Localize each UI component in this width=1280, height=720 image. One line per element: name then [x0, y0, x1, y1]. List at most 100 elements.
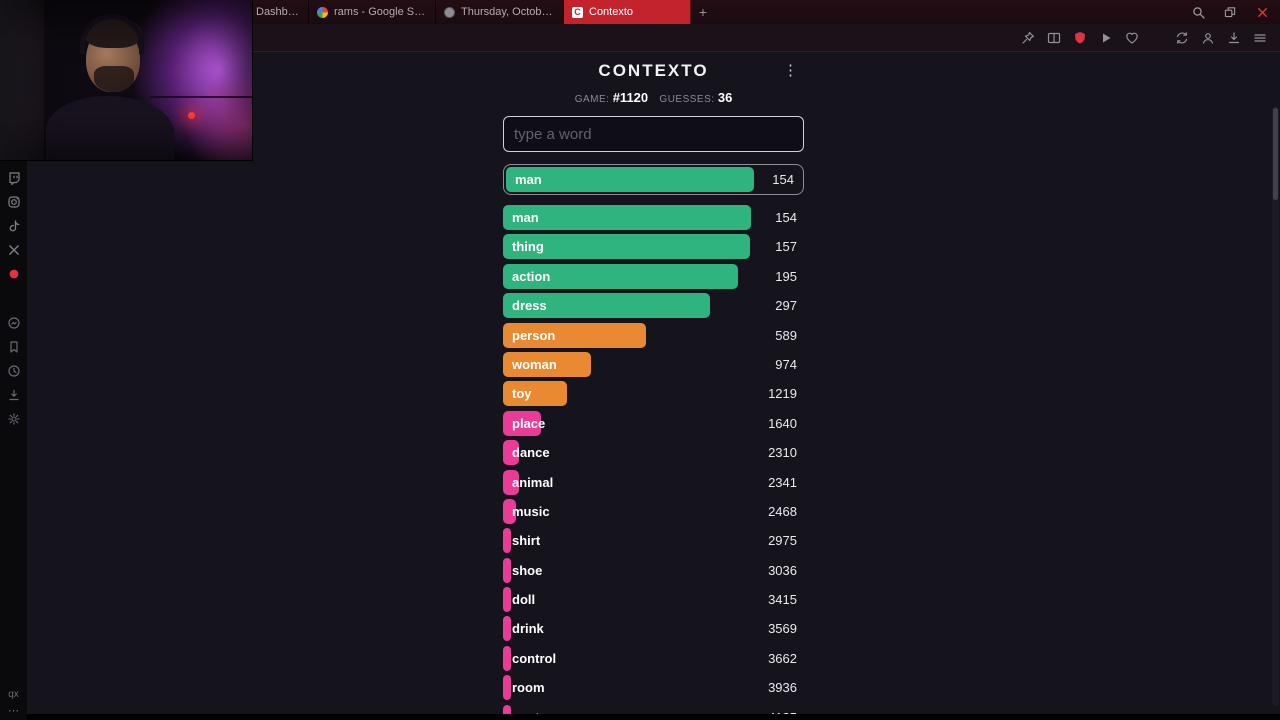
guess-bar: [503, 498, 516, 524]
guess-word: shoe: [512, 562, 543, 578]
page-content: CONTEXTO ⋮ GAME: #1120 GUESSES: 36 man 1…: [27, 52, 1280, 714]
download-icon[interactable]: [1226, 30, 1242, 46]
guess-word: thing: [512, 239, 544, 255]
tab-bar: Dashboard rams - Google Search Thursday,…: [252, 0, 1280, 24]
messenger-icon[interactable]: [6, 315, 21, 330]
twitch-icon[interactable]: [6, 170, 21, 185]
guess-bar: [503, 263, 738, 289]
downloads-icon[interactable]: [6, 387, 21, 402]
guess-word: control: [512, 650, 557, 666]
tab-date-page[interactable]: Thursday, October 2, 20: [436, 0, 564, 24]
guess-rank: 2341: [768, 474, 797, 490]
word-input[interactable]: [503, 116, 804, 152]
guess-row: shoe 3036: [503, 557, 804, 583]
guess-bar: [503, 704, 511, 714]
vignette: [0, 0, 252, 160]
guess-bar: [503, 440, 519, 466]
guess-rank: 1219: [768, 386, 797, 402]
guess-bar: [503, 587, 511, 613]
x-icon[interactable]: [6, 242, 21, 257]
tab-dashboard[interactable]: Dashboard: [252, 0, 309, 24]
guess-bar: [503, 293, 710, 319]
guess-rank: 3662: [768, 650, 797, 666]
play-icon[interactable]: [1098, 30, 1114, 46]
game-header: CONTEXTO ⋮: [503, 60, 804, 82]
page-title: CONTEXTO: [598, 61, 709, 80]
tab-contexto-active[interactable]: Contexto: [564, 0, 691, 24]
guess-bar: [503, 351, 591, 377]
guess-row: person 589: [503, 322, 804, 348]
guess-row: man 154: [503, 205, 804, 230]
heart-icon[interactable]: [1124, 30, 1140, 46]
sync-icon[interactable]: [1174, 30, 1190, 46]
guess-word: dress: [512, 298, 547, 314]
live-dot-icon[interactable]: [6, 266, 21, 281]
pinned-guess: man 154: [503, 164, 804, 195]
instagram-icon[interactable]: [6, 194, 21, 209]
split-screen-icon[interactable]: [1046, 30, 1062, 46]
contexto-favicon: [572, 6, 583, 18]
guess-row: dress 297: [503, 293, 804, 319]
guess-word: woman: [512, 356, 557, 372]
webcam-overlay: [0, 0, 252, 160]
guess-rank: 2468: [768, 503, 797, 519]
new-tab-button[interactable]: +: [698, 4, 708, 20]
guess-word: drink: [512, 621, 544, 637]
guess-rank: 195: [775, 268, 797, 284]
guess-row: woman 974: [503, 351, 804, 377]
scrollbar-thumb[interactable]: [1273, 108, 1278, 200]
tab-google-search[interactable]: rams - Google Search: [309, 0, 436, 24]
guess-bar: [503, 322, 646, 348]
google-favicon: [317, 6, 328, 18]
tab-label: Contexto: [589, 6, 634, 18]
guess-word: music: [512, 503, 550, 519]
guess-word: room: [512, 680, 545, 696]
guess-rank: 3569: [768, 621, 797, 637]
close-window-icon[interactable]: [1254, 4, 1270, 20]
guess-row: dance 2310: [503, 440, 804, 466]
guess-rank: 154: [775, 210, 797, 225]
guess-row: shirt 2975: [503, 528, 804, 554]
guess-bar: [506, 167, 754, 192]
sidebar-footer: qx ⋯: [8, 689, 19, 717]
guess-word: toy: [512, 386, 532, 402]
tiktok-icon[interactable]: [6, 218, 21, 233]
kebab-menu-icon[interactable]: ⋮: [783, 62, 798, 79]
shield-icon[interactable]: [1072, 30, 1088, 46]
guess-rank: 589: [775, 327, 797, 343]
profile-icon[interactable]: [1200, 30, 1216, 46]
guess-word: doll: [512, 592, 536, 608]
tab-bar-controls: [1190, 0, 1280, 24]
pin-icon[interactable]: [1020, 30, 1036, 46]
bookmark-icon[interactable]: [6, 339, 21, 354]
guess-bar: [503, 675, 511, 701]
menu-icon[interactable]: [1252, 30, 1268, 46]
guess-word: man: [515, 172, 542, 187]
guess-rank: 974: [775, 356, 797, 372]
sidebar-footer-label: qx: [8, 689, 19, 700]
tab-label: Thursday, October 2, 20: [461, 6, 555, 18]
tab-search-icon[interactable]: [1190, 4, 1206, 20]
sidebar-overflow-icon[interactable]: ⋯: [8, 705, 19, 717]
guess-row: room 3936: [503, 675, 804, 701]
guess-word: dance: [512, 445, 550, 461]
tab-label: Dashboard: [256, 6, 300, 18]
guess-row: place 1640: [503, 410, 804, 436]
guess-bar: [503, 645, 511, 671]
settings-icon[interactable]: [6, 411, 21, 426]
restore-window-icon[interactable]: [1222, 4, 1238, 20]
guess-row: music 2468: [503, 498, 804, 524]
game-number-label: GAME:: [574, 94, 610, 105]
guess-rank: 1640: [768, 415, 797, 431]
guess-word: pants: [512, 705, 547, 714]
guess-bar: [503, 410, 541, 436]
scrollbar: [1272, 106, 1279, 706]
guess-row: drink 3569: [503, 616, 804, 642]
contexto-game-panel: CONTEXTO ⋮ GAME: #1120 GUESSES: 36 man 1…: [503, 52, 804, 714]
game-stats: GAME: #1120 GUESSES: 36: [503, 90, 804, 105]
guess-bar: [503, 469, 519, 495]
guess-row: doll 3415: [503, 587, 804, 613]
toolbar-icons: [1020, 30, 1280, 46]
history-icon[interactable]: [6, 363, 21, 378]
